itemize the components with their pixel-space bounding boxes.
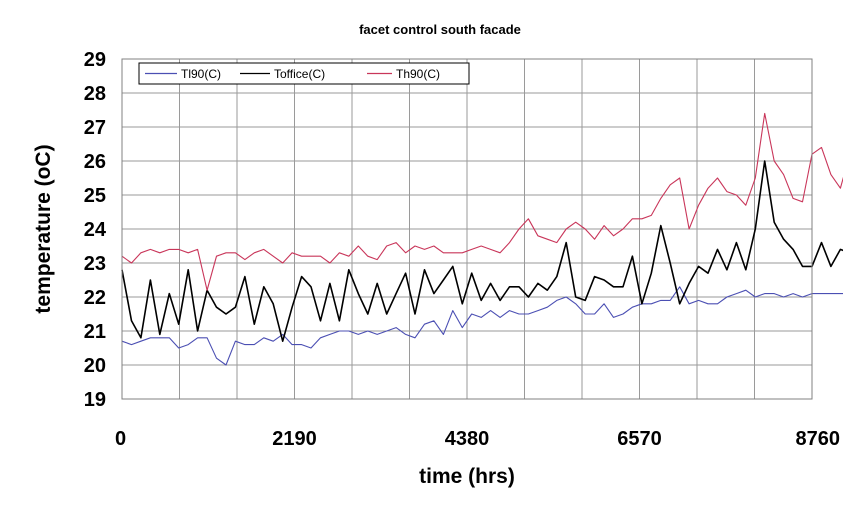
y-tick-label: 24 [84, 219, 107, 241]
series-lines [121, 112, 843, 366]
legend-label-tl90: Tl90(C) [181, 67, 221, 81]
plot-frame [121, 58, 813, 400]
x-tick-labels: 0 2190 4380 6570 8760 [115, 428, 840, 450]
y-tick-label: 19 [84, 389, 106, 411]
series-line-tl90 [121, 286, 843, 366]
y-tick-label: 20 [84, 355, 106, 377]
plot-area [121, 58, 843, 400]
y-tick-labels: 19 20 21 22 23 24 25 26 27 28 29 [84, 49, 107, 411]
y-tick-label: 22 [84, 287, 106, 309]
legend: Tl90(C) Toffice(C) Th90(C) [138, 62, 470, 85]
x-tick-label: 2190 [272, 428, 317, 450]
y-tick-label: 27 [84, 117, 106, 139]
legend-label-toffice: Toffice(C) [274, 67, 325, 81]
y-tick-label: 26 [84, 151, 106, 173]
y-tick-label: 29 [84, 49, 106, 71]
x-tick-label: 4380 [445, 428, 490, 450]
legend-label-th90: Th90(C) [396, 67, 440, 81]
series-line-toffice [121, 160, 843, 343]
y-tick-label: 25 [84, 185, 106, 207]
y-tick-label: 23 [84, 253, 106, 275]
series-line-th90 [121, 112, 843, 291]
y-tick-label: 21 [84, 321, 106, 343]
x-tick-label: 8760 [796, 428, 841, 450]
legend-box [138, 62, 470, 85]
x-tick-label: 6570 [617, 428, 662, 450]
y-tick-label: 28 [84, 83, 106, 105]
y-axis-label: temperature (oC) [32, 144, 55, 313]
grid-lines [122, 59, 812, 399]
chart-title: facet control south facade [359, 22, 521, 37]
x-tick-label: 0 [115, 428, 126, 450]
x-axis-label: time (hrs) [419, 465, 515, 488]
